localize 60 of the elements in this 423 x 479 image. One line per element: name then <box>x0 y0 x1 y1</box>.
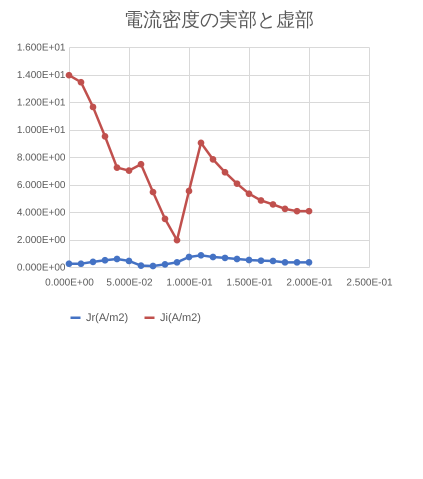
point <box>66 72 72 79</box>
chart-title: 電流密度の実部と虚部 <box>124 9 314 31</box>
point <box>66 260 72 268</box>
point <box>102 133 108 140</box>
point <box>294 258 300 266</box>
point <box>270 258 276 264</box>
point <box>246 256 252 264</box>
point <box>90 104 96 110</box>
point <box>150 188 156 196</box>
point <box>174 236 180 244</box>
point <box>126 258 132 264</box>
point <box>234 256 240 262</box>
point <box>114 164 120 171</box>
point <box>186 254 192 260</box>
x-tick-label: 0.000E+00 <box>45 278 94 288</box>
point <box>306 208 312 215</box>
point <box>234 180 240 188</box>
point <box>306 258 312 266</box>
point <box>102 256 108 264</box>
y-tick-label: 0.000E+00 <box>16 262 66 274</box>
y-tick-label: 1.200E+01 <box>16 98 66 108</box>
point <box>78 260 84 268</box>
point <box>282 258 288 266</box>
x-tick-label: 2.000E-01 <box>286 278 334 288</box>
point <box>126 167 132 174</box>
point <box>162 261 168 268</box>
point <box>162 216 168 222</box>
y-tick-label: 1.000E+01 <box>16 125 66 136</box>
y-tick-label: 6.000E+00 <box>16 180 66 191</box>
point <box>294 208 300 215</box>
legend-label: Ji(A/m2) <box>160 312 201 324</box>
x-tick-label: 2.500E-01 <box>346 278 394 288</box>
point <box>150 262 156 270</box>
point <box>210 156 216 163</box>
point <box>138 262 144 269</box>
y-tick-label: 2.000E+00 <box>16 235 66 246</box>
point <box>282 205 288 212</box>
point <box>222 168 228 176</box>
point <box>198 252 204 259</box>
point <box>258 197 264 204</box>
point <box>258 257 264 264</box>
point <box>174 258 180 266</box>
x-tick-label: 1.500E-01 <box>226 278 274 288</box>
legend-label: Jr(A/m2) <box>86 312 128 324</box>
point <box>270 201 276 208</box>
x-tick-label: 1.000E-01 <box>166 278 214 288</box>
point <box>198 139 204 146</box>
y-tick-label: 8.000E+00 <box>16 152 66 164</box>
y-tick-label: 1.600E+01 <box>16 42 66 54</box>
point <box>210 254 216 260</box>
point <box>246 190 252 198</box>
point <box>114 256 120 262</box>
point <box>90 258 96 266</box>
x-tick-label: 5.000E-02 <box>106 278 154 288</box>
point <box>138 160 144 168</box>
point <box>186 188 192 194</box>
y-tick-label: 4.000E+00 <box>16 208 66 218</box>
y-tick-label: 1.400E+01 <box>16 70 66 81</box>
point <box>222 254 228 262</box>
point <box>78 78 84 86</box>
